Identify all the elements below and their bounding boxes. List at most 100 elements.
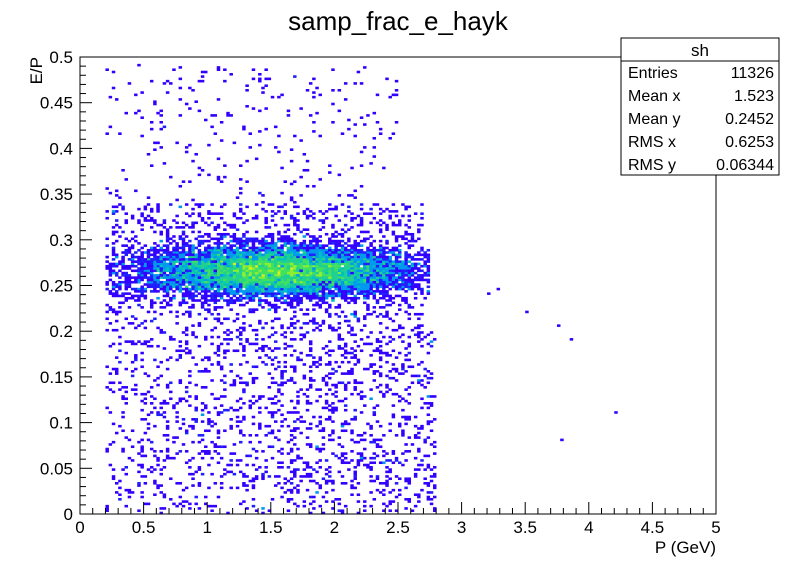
bin: [232, 472, 237, 476]
bin: [181, 283, 186, 286]
bin: [127, 246, 132, 250]
bin: [426, 466, 431, 469]
bin: [149, 246, 154, 250]
bin: [401, 260, 405, 263]
bin: [404, 301, 408, 305]
bin: [324, 482, 329, 485]
bin: [169, 280, 173, 284]
bin: [162, 459, 167, 462]
bin: [153, 310, 157, 314]
bin: [267, 258, 272, 261]
bin: [308, 495, 313, 499]
bin: [130, 260, 135, 263]
bin: [277, 287, 281, 291]
bin: [105, 237, 109, 241]
bin: [394, 237, 399, 241]
bin: [280, 258, 284, 261]
bin: [188, 466, 192, 469]
bin: [410, 287, 415, 291]
bin: [207, 210, 211, 213]
bin: [261, 237, 265, 241]
bin: [420, 276, 424, 279]
bin: [137, 296, 141, 300]
bin: [417, 251, 421, 254]
bin: [105, 255, 109, 259]
bin: [165, 383, 170, 387]
bin: [293, 349, 297, 353]
bin: [223, 264, 227, 268]
bin: [343, 461, 348, 465]
bin: [353, 356, 357, 359]
bin: [213, 269, 218, 273]
bin: [305, 283, 310, 286]
bin: [391, 253, 396, 257]
bin: [242, 285, 246, 289]
bin: [172, 283, 176, 286]
bin: [143, 276, 148, 279]
bin: [270, 326, 275, 330]
bin: [245, 454, 249, 458]
bin: [372, 498, 377, 501]
bin: [340, 269, 345, 273]
bin: [213, 317, 218, 321]
bin: [251, 328, 256, 332]
bin: [232, 452, 237, 455]
bin: [248, 406, 253, 410]
bin: [410, 239, 415, 243]
bin: [229, 290, 233, 293]
bin: [239, 255, 243, 259]
bin: [318, 296, 322, 300]
bin: [340, 338, 345, 341]
bin: [114, 319, 119, 323]
bin: [197, 283, 202, 286]
bin: [337, 253, 342, 257]
bin: [143, 219, 148, 222]
bin: [369, 212, 373, 215]
bin: [143, 294, 148, 298]
bin: [363, 237, 367, 241]
bin: [184, 271, 189, 275]
bin: [305, 246, 310, 250]
bin: [267, 255, 272, 259]
bin: [229, 383, 233, 387]
bin: [404, 230, 408, 234]
bin: [369, 274, 373, 277]
bin: [219, 482, 224, 485]
bin: [350, 333, 354, 337]
bin: [366, 285, 370, 289]
bin: [343, 278, 348, 282]
bin: [363, 509, 367, 513]
bin: [270, 381, 275, 385]
bin: [410, 262, 415, 266]
bin: [261, 258, 265, 261]
bin: [350, 248, 354, 252]
bin: [235, 296, 240, 300]
bin: [321, 292, 326, 295]
bin: [372, 251, 377, 254]
bin: [204, 253, 208, 257]
bin: [289, 477, 294, 481]
bin: [235, 328, 240, 332]
bin: [178, 276, 183, 279]
bin: [299, 253, 303, 257]
bin: [350, 290, 354, 293]
bin: [258, 397, 262, 401]
bin: [293, 258, 297, 261]
bin: [149, 216, 154, 220]
bin: [293, 200, 297, 204]
bin: [324, 381, 329, 385]
bin: [184, 278, 189, 282]
bin: [223, 269, 227, 273]
bin: [181, 230, 186, 234]
bin: [251, 107, 256, 110]
bin: [347, 324, 351, 327]
bin: [169, 262, 173, 266]
bin: [156, 223, 160, 227]
bin: [382, 454, 386, 458]
bin: [353, 408, 357, 412]
bin: [305, 278, 310, 282]
bin: [394, 255, 399, 259]
bin: [353, 475, 357, 478]
bin: [289, 498, 294, 501]
bin: [289, 278, 294, 282]
